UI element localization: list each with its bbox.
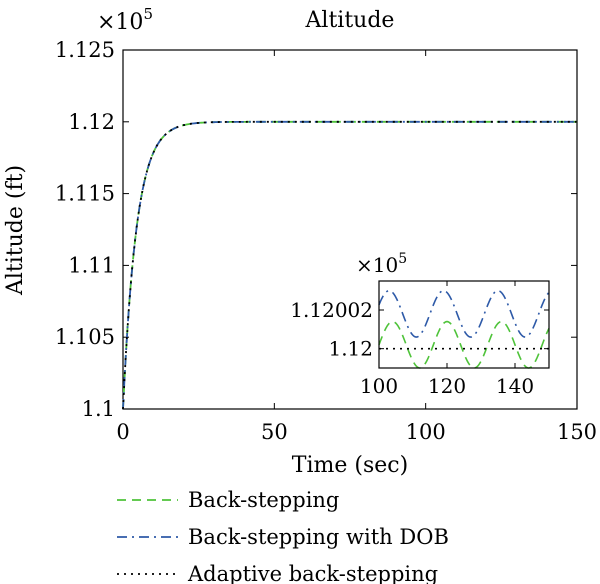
y-tick-label: 1.11 [68,253,115,277]
x-tick-label: 0 [116,420,129,444]
inset-x-tick-label: 120 [428,374,466,398]
y-tick-label: 1.105 [55,325,115,349]
y-tick-label: 1.125 [55,38,115,62]
y-exponent-label: ×105 [97,5,153,35]
inset-exponent-label: ×105 [356,251,407,277]
inset-axis-ticks [378,281,549,368]
legend-item-back-stepping-with-dob: Back-stepping with DOB [117,525,449,549]
x-axis-label: Time (sec) [292,453,408,478]
inset-y-tick-label: 1.12002 [290,298,373,322]
legend-label: Back-stepping with DOB [188,525,449,549]
y-tick-label: 1.115 [55,182,115,206]
inset-plot: 100 120 140 1.12 1.12002 ×105 [290,251,550,398]
inset-tick-labels: 100 120 140 1.12 1.12002 [290,298,534,398]
inset-exponent-power: 5 [398,251,407,267]
inset-frame [378,280,550,369]
inset-series-line-back-stepping-with-dob [378,289,550,338]
legend: Back-stepping Back-stepping with DOB Adapt… [117,488,449,584]
legend-label: Adaptive back-stepping [187,562,438,584]
y-axis-label: Altitude (ft) [3,165,28,296]
legend-label: Back-stepping [188,488,339,512]
chart-title: Altitude [305,8,395,33]
main-series-lines [122,120,577,410]
series-line-adaptive-back-stepping [122,120,577,410]
legend-item-adaptive-back-stepping: Adaptive back-stepping [117,562,438,584]
inset-exponent-base: ×10 [356,253,398,277]
inset-series-line-back-stepping [378,320,550,369]
y-exponent-base: ×10 [97,10,143,35]
legend-item-back-stepping: Back-stepping [117,488,339,512]
inset-series-lines [378,289,550,369]
inset-background [379,281,549,368]
main-plot-frame [122,49,578,410]
y-exponent-power: 5 [143,5,153,23]
x-tick-label: 150 [557,420,597,444]
inset-x-tick-label: 100 [360,374,398,398]
x-tick-label: 50 [261,420,288,444]
y-tick-label: 1.1 [82,397,115,421]
main-axis-ticks [122,49,578,410]
inset-x-tick-label: 140 [496,374,534,398]
inset-y-tick-label: 1.12 [328,337,373,361]
y-tick-label: 1.12 [68,110,115,134]
x-tick-label: 100 [406,420,446,444]
